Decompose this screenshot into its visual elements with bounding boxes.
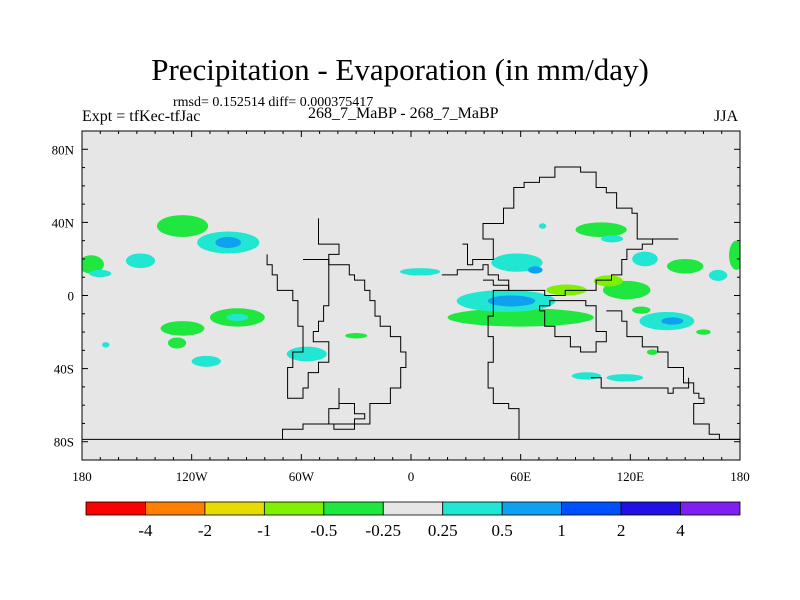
colorbar-label: 4 bbox=[676, 521, 685, 540]
colorbar-swatch bbox=[85, 501, 146, 516]
season-label: JJA bbox=[714, 108, 739, 125]
x-tick-label: 60E bbox=[510, 469, 531, 484]
anomaly-region bbox=[400, 268, 441, 276]
anomaly-region bbox=[666, 258, 704, 274]
x-tick-label: 60W bbox=[289, 469, 315, 484]
coastline bbox=[282, 259, 407, 440]
anomaly-region bbox=[729, 240, 740, 270]
anomaly-region bbox=[708, 269, 728, 281]
x-tick-label: 180 bbox=[72, 469, 92, 484]
anomaly-region bbox=[632, 306, 651, 314]
anomaly-region bbox=[575, 222, 627, 238]
anomaly-region bbox=[167, 337, 187, 349]
anomaly-region bbox=[487, 295, 536, 307]
coastline bbox=[590, 377, 690, 394]
anomaly-region bbox=[593, 275, 624, 287]
anomaly-region bbox=[191, 355, 221, 367]
coastline bbox=[441, 264, 520, 440]
coastline bbox=[483, 238, 679, 296]
coastline-layer bbox=[82, 166, 740, 440]
y-tick-label: 40S bbox=[54, 362, 74, 377]
anomaly-region bbox=[538, 223, 547, 229]
anomaly-region bbox=[646, 349, 658, 355]
anomaly-region bbox=[102, 342, 110, 348]
anomaly-region bbox=[82, 255, 104, 274]
colorbar-swatch bbox=[263, 501, 325, 516]
colorbar-swatch bbox=[501, 501, 563, 516]
anomaly-region bbox=[696, 329, 711, 335]
anomaly-region bbox=[571, 372, 602, 380]
colorbar-label: -4 bbox=[138, 521, 153, 540]
colorbar-label: 0.25 bbox=[428, 521, 458, 540]
anomaly-region bbox=[156, 215, 209, 238]
coastline bbox=[328, 388, 366, 430]
y-axis: 80N 40N 0 40S 80S bbox=[52, 142, 740, 450]
colorbar-label: -0.25 bbox=[366, 521, 401, 540]
colorbar-swatch bbox=[382, 501, 444, 516]
colorbar-swatch bbox=[561, 501, 622, 516]
x-axis: 180 120W 60W 0 60E 120E 180 bbox=[72, 131, 750, 484]
coastline bbox=[462, 166, 658, 266]
run-label: 268_7_MaBP - 268_7_MaBP bbox=[308, 105, 499, 122]
stats-line: rmsd= 0.152514 diff= 0.000375417 bbox=[173, 95, 374, 110]
x-tick-label: 180 bbox=[730, 469, 750, 484]
colorbar-swatch bbox=[442, 501, 503, 516]
colorbar-label: 0.5 bbox=[492, 521, 513, 540]
colorbar: -4 -2 -1 -0.5 -0.25 0.25 0.5 1 2 4 bbox=[85, 501, 741, 540]
y-tick-label: 80S bbox=[54, 435, 74, 450]
anomaly-region bbox=[661, 317, 684, 325]
x-tick-label: 120W bbox=[176, 469, 209, 484]
coastline bbox=[266, 218, 340, 399]
anomaly-region bbox=[125, 253, 156, 269]
colorbar-label: -1 bbox=[257, 521, 271, 540]
map-title: Precipitation - Evaporation (in mm/day) bbox=[151, 52, 649, 87]
colorbar-label: 1 bbox=[557, 521, 566, 540]
anomaly-region bbox=[160, 321, 205, 336]
anomaly-region bbox=[601, 235, 624, 243]
colorbar-label: -2 bbox=[198, 521, 212, 540]
colorbar-swatch bbox=[680, 501, 741, 516]
y-tick-label: 0 bbox=[68, 289, 75, 304]
anomaly-region bbox=[447, 308, 594, 327]
y-tick-label: 40N bbox=[52, 215, 75, 230]
colorbar-swatch bbox=[620, 501, 681, 516]
anomaly-region bbox=[286, 346, 327, 362]
anomaly-region bbox=[226, 313, 249, 322]
anomaly-region bbox=[491, 253, 543, 272]
anomaly-contours bbox=[82, 215, 740, 382]
anomaly-region bbox=[527, 266, 543, 274]
colorbar-label: 2 bbox=[617, 521, 626, 540]
anomaly-region bbox=[89, 269, 112, 278]
anomaly-region bbox=[345, 332, 368, 339]
x-tick-label: 0 bbox=[408, 469, 415, 484]
colorbar-swatch bbox=[145, 501, 206, 516]
y-tick-label: 80N bbox=[52, 142, 75, 157]
anomaly-region bbox=[606, 374, 644, 382]
colorbar-swatch bbox=[323, 501, 384, 516]
anomaly-region bbox=[215, 237, 242, 248]
x-tick-label: 120E bbox=[617, 469, 645, 484]
experiment-label: Expt = tfKec-tfJac bbox=[82, 108, 201, 125]
coastline bbox=[539, 300, 607, 353]
colorbar-swatch bbox=[204, 501, 265, 516]
anomaly-region bbox=[632, 251, 658, 267]
colorbar-label: -0.5 bbox=[310, 521, 337, 540]
